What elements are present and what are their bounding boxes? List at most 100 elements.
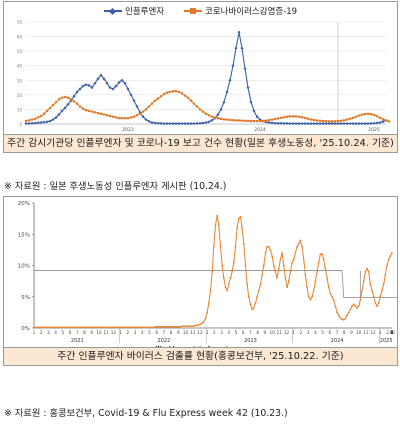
- month-label: 1: [33, 330, 36, 335]
- covid-point: [126, 117, 130, 120]
- influenza-point: [360, 122, 364, 126]
- covid-point: [288, 115, 292, 118]
- year-label: 2025: [368, 127, 380, 133]
- flu-point: [364, 270, 367, 273]
- month-label: 11: [190, 330, 196, 335]
- influenza-point: [351, 122, 355, 126]
- flu-point: [216, 214, 219, 217]
- influenza-point: [75, 90, 79, 94]
- month-label: 12: [197, 330, 203, 335]
- covid-point: [186, 96, 190, 99]
- flu-point: [149, 326, 152, 329]
- japan-chart-panel: 인플루엔자 코로나바이러스감염증-19 0 10 20 30 40 50 60 70 2023 2…: [3, 1, 398, 153]
- flu-point: [247, 295, 250, 298]
- influenza-point: [288, 122, 292, 126]
- covid-point: [207, 114, 211, 117]
- influenza-point: [111, 87, 115, 91]
- flu-point: [49, 326, 52, 329]
- flu-point: [43, 326, 45, 329]
- influenza-point: [300, 122, 304, 126]
- flu-point: [113, 326, 115, 329]
- month-label: 3: [47, 330, 50, 335]
- flu-point: [304, 274, 307, 276]
- covid-point: [39, 114, 43, 118]
- influenza-point: [306, 122, 310, 126]
- influenza-point: [186, 122, 190, 126]
- month-label: 2: [386, 330, 389, 335]
- covid-point: [240, 119, 244, 122]
- flu-point: [299, 239, 302, 242]
- flu-point: [154, 325, 157, 328]
- flu-point: [83, 326, 85, 329]
- flu-point: [33, 326, 35, 329]
- covid-point: [363, 112, 367, 116]
- covid-point: [66, 96, 70, 99]
- flu-point: [51, 326, 54, 329]
- flu-point: [282, 264, 285, 267]
- influenza-point: [342, 122, 346, 126]
- figure1-source: ※ 자료원 : 일본 후생노동성 인플루엔자 게시판 (10.24.): [4, 181, 227, 192]
- month-label: 4: [314, 330, 317, 335]
- month-label: 5: [321, 330, 324, 335]
- month-label: 8: [83, 330, 86, 335]
- covid-point: [90, 110, 94, 113]
- influenza-point: [249, 100, 253, 104]
- flu-point: [73, 326, 75, 329]
- covid-point: [201, 110, 205, 113]
- covid-point: [180, 92, 184, 95]
- flu-point: [183, 325, 185, 327]
- y-tick-label: 40: [17, 64, 23, 69]
- influenza-point: [195, 121, 199, 125]
- covid-point: [234, 119, 238, 122]
- flu-point: [196, 324, 199, 327]
- covid-point: [174, 90, 178, 93]
- y-tick-label: 20%: [18, 201, 30, 207]
- covid-point: [309, 118, 313, 121]
- hongkong-line-chart: 0%5%10%15%20%1 2 3 4 5 6 7 8 9 10 11 12 1 2 3 4 5 6 7 8 9 10 1…: [18, 201, 397, 347]
- flu-point: [286, 286, 288, 289]
- flu-point: [366, 267, 368, 270]
- flu-point: [246, 283, 249, 286]
- covid-point: [381, 118, 385, 121]
- year-label: 2024: [254, 127, 266, 133]
- flu-point: [108, 326, 110, 329]
- flu-point: [357, 305, 360, 307]
- flu-point: [173, 325, 175, 328]
- month-label: 5: [391, 330, 394, 335]
- flu-point: [103, 326, 105, 329]
- flu-point: [212, 245, 215, 248]
- flu-point: [189, 325, 192, 327]
- covid-point: [333, 120, 337, 123]
- flu-point: [361, 289, 363, 292]
- influenza-point: [291, 122, 295, 126]
- flu-point: [199, 323, 202, 326]
- flu-point: [44, 326, 47, 329]
- month-label: 5: [148, 330, 151, 335]
- flu-point: [176, 325, 179, 328]
- influenza-point: [243, 67, 247, 71]
- covid-point: [45, 109, 49, 112]
- flu-point: [163, 325, 165, 328]
- month-label: 9: [264, 330, 267, 335]
- influenza-point: [324, 122, 328, 126]
- covid-point: [135, 114, 139, 117]
- flu-point: [289, 270, 292, 273]
- influenza-point: [297, 122, 301, 126]
- flu-point: [169, 325, 172, 328]
- flu-point: [79, 326, 82, 329]
- flu-point: [284, 277, 287, 279]
- flu-point: [41, 326, 44, 329]
- flu-point: [144, 326, 147, 329]
- influenza-point: [234, 46, 238, 50]
- flu-point: [59, 326, 62, 329]
- covid-point: [129, 116, 133, 119]
- influenza-point: [180, 122, 184, 126]
- month-label: 11: [363, 330, 369, 335]
- flu-point: [171, 325, 174, 328]
- legend-item-influenza: 인플루엔자: [104, 5, 164, 17]
- flu-point: [168, 325, 170, 328]
- influenza-point: [321, 122, 325, 126]
- flu-point: [64, 326, 67, 329]
- flu-point: [148, 326, 150, 329]
- covid-point: [27, 119, 31, 122]
